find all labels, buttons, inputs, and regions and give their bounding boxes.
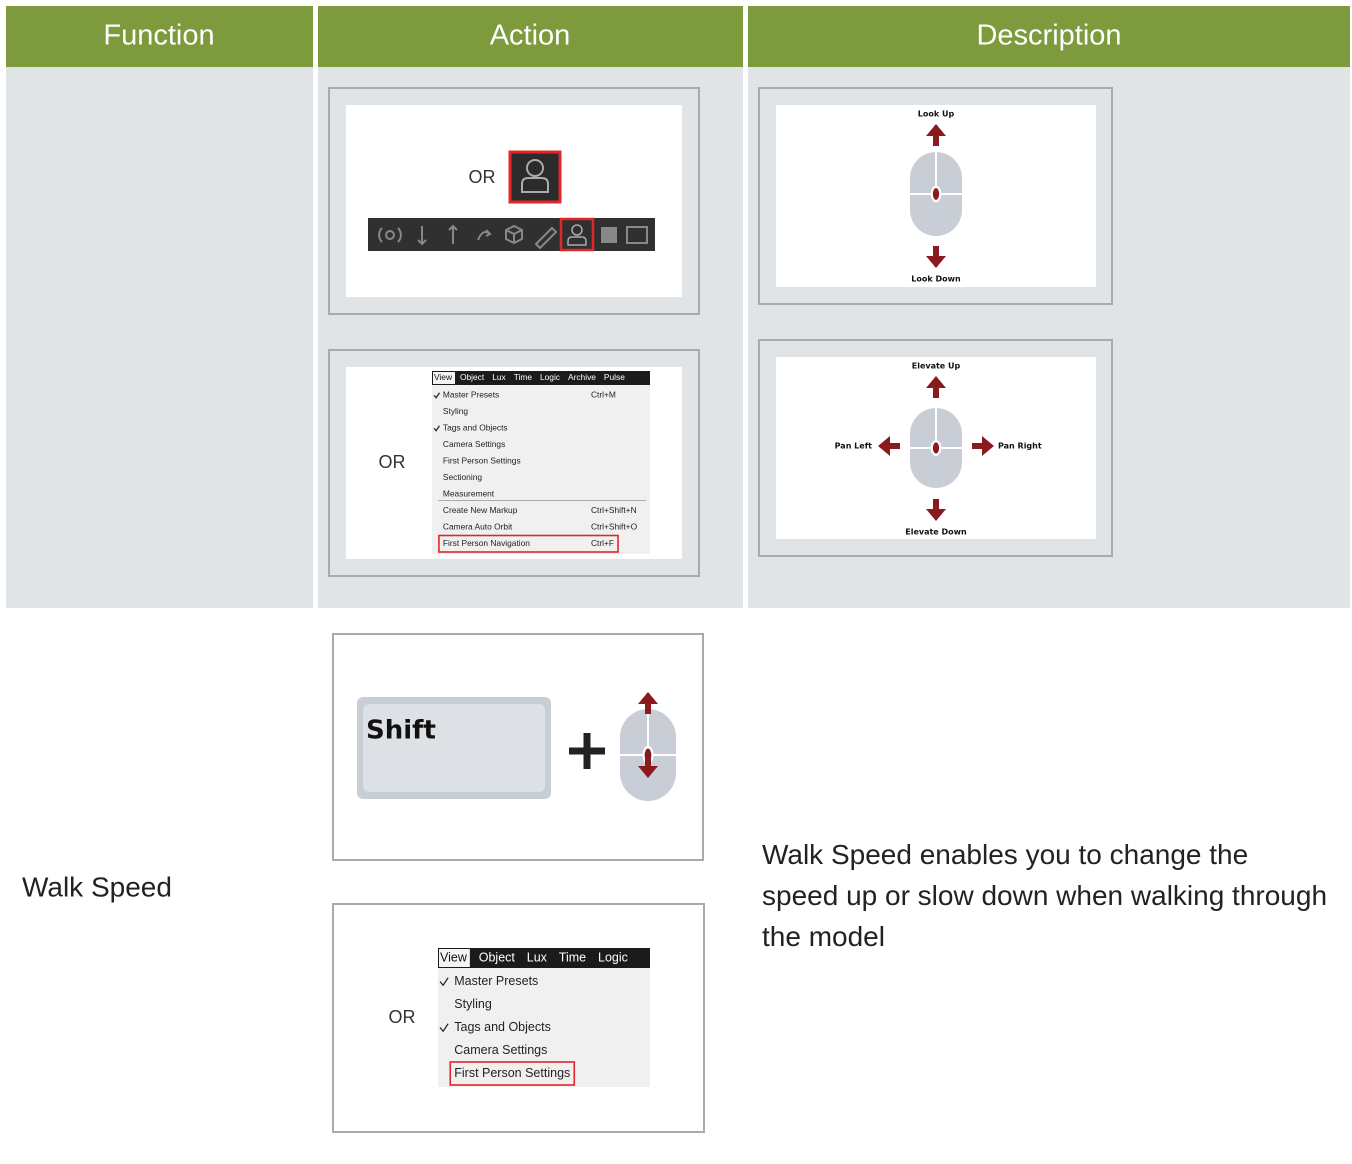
menu-item: Sectioning (443, 472, 482, 482)
icon (571, 224, 583, 236)
caption: Look Up (918, 110, 955, 119)
shortcut: Ctrl+M (591, 389, 616, 399)
caption: Pan Left (835, 442, 873, 451)
header-cell (748, 6, 1350, 67)
menu-bar-item: Lux (492, 372, 506, 382)
key (363, 704, 545, 792)
mouse-wheel (932, 442, 940, 454)
menu-bar-item: View (434, 372, 453, 382)
menu-item: First Person Settings (443, 455, 521, 465)
arrow (638, 756, 658, 778)
arrow (926, 499, 946, 521)
menu-bar-item: Pulse (604, 372, 625, 382)
menu-item: First Person Navigation (443, 538, 530, 548)
menu-bar-active (439, 949, 470, 967)
highlight (438, 534, 619, 553)
icon (567, 236, 587, 246)
arrow (878, 436, 900, 456)
menu-item: Styling (443, 406, 468, 416)
check (433, 392, 440, 399)
menu-bar-active (433, 372, 456, 384)
plus (569, 733, 605, 769)
menu-bg (438, 948, 650, 1087)
highlight (559, 217, 595, 252)
caption: Pan Right (998, 442, 1042, 451)
icon (521, 177, 549, 193)
arrow (926, 376, 946, 398)
caption: Elevate Up (912, 362, 961, 371)
menu-item: Master Presets (443, 389, 499, 399)
menu-item: Create New Markup (443, 505, 518, 515)
shortcut: Ctrl+Shift+O (591, 521, 638, 531)
arrow (926, 124, 946, 146)
check (433, 425, 440, 432)
caption: Elevate Down (905, 528, 967, 537)
arrow (972, 436, 994, 456)
menu-item: Tags and Objects (454, 1020, 551, 1034)
header: Action (490, 20, 571, 52)
description: Walk Speed enables you to change the spe… (762, 839, 1328, 952)
menu-bar (432, 371, 650, 385)
menu-bar-item: Object (479, 950, 516, 964)
function-label: Walk Speed (22, 871, 172, 902)
header: Function (103, 20, 214, 52)
shortcut: Ctrl+F (591, 538, 614, 548)
menu-bar (438, 948, 650, 968)
header-cell (318, 6, 743, 67)
menu-bar-item: Logic (598, 950, 628, 964)
arrow (926, 246, 946, 268)
mouse-wheel (932, 188, 940, 200)
arrow (638, 692, 658, 714)
menu-bar-item: View (440, 950, 468, 964)
or-label: OR (389, 1007, 416, 1027)
menu-bar-item: Time (559, 950, 586, 964)
menu-item: Tags and Objects (443, 422, 508, 432)
menu-item: Camera Settings (443, 439, 505, 449)
menu-item: Camera Auto Orbit (443, 521, 513, 531)
caption: Look Down (911, 275, 961, 284)
menu-bar-item: Logic (540, 372, 560, 382)
toolbar-icons (378, 224, 648, 250)
or-label: OR (469, 167, 496, 187)
menu-bar-item: Object (460, 372, 485, 382)
cell (6, 67, 313, 608)
key-label: Shift (366, 716, 436, 746)
check (439, 1023, 449, 1033)
or-label: OR (379, 452, 406, 472)
menu-item: Camera Settings (454, 1043, 547, 1057)
menu-item: Measurement (443, 488, 495, 498)
header-cell (6, 6, 313, 67)
menu-item: Styling (454, 997, 492, 1011)
menu-item: First Person Settings (454, 1066, 570, 1080)
shortcut: Ctrl+Shift+N (591, 505, 637, 515)
menu-bar-item: Time (514, 372, 533, 382)
icon (526, 159, 544, 177)
menu-bar-item: Lux (527, 950, 548, 964)
header: Description (976, 20, 1121, 52)
menu-bg (432, 371, 650, 554)
highlight (449, 1061, 576, 1086)
menu-bar-item: Archive (568, 372, 596, 382)
menu-item: Master Presets (454, 974, 538, 988)
check (439, 977, 449, 987)
